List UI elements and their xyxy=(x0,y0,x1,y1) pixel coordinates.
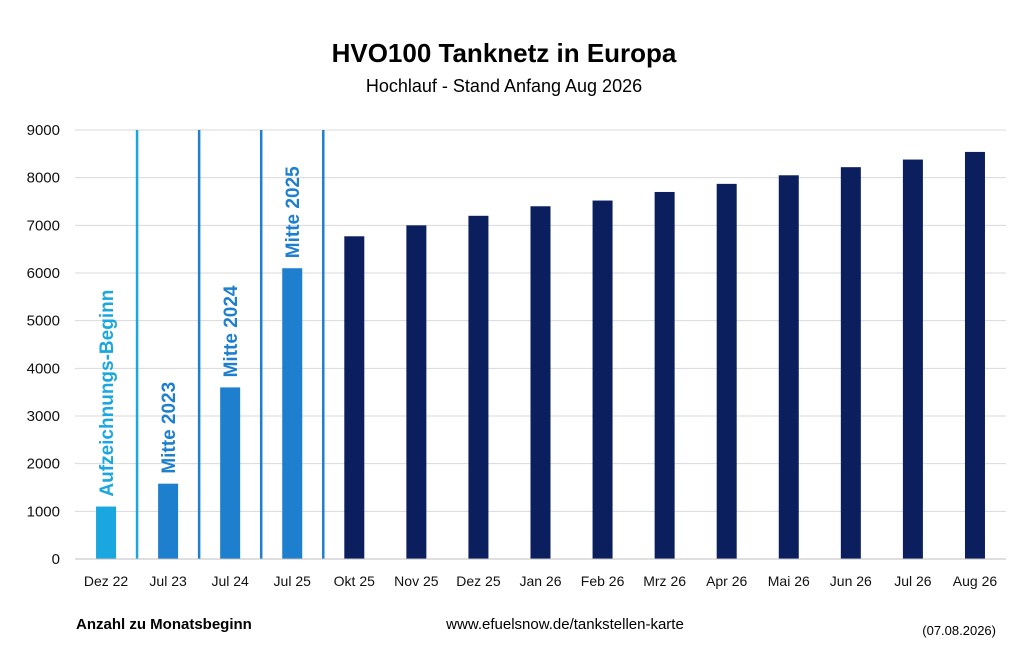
y-tick-label: 5000 xyxy=(27,313,60,330)
bar xyxy=(654,191,675,559)
bar xyxy=(778,175,799,560)
bar xyxy=(902,159,923,559)
period-separators xyxy=(135,130,325,559)
x-tick-label: Mai 26 xyxy=(768,573,810,589)
bar-annotation: Mitte 2024 xyxy=(221,285,242,377)
y-tick-label: 9000 xyxy=(27,122,60,139)
chart-subtitle: Hochlauf - Stand Anfang Aug 2026 xyxy=(366,76,642,96)
x-tick-label: Nov 25 xyxy=(394,573,439,589)
x-tick-label: Dez 22 xyxy=(84,573,129,589)
y-tick-label: 1000 xyxy=(27,503,60,520)
bar-annotations: Aufzeichnungs-Beginn Mitte 2023 Mitte 2024… xyxy=(97,166,304,497)
y-tick-label: 0 xyxy=(52,551,60,568)
x-tick-label: Jul 26 xyxy=(894,573,932,589)
x-tick-label: Jan 26 xyxy=(519,573,561,589)
x-tick-label: Jul 25 xyxy=(274,573,312,589)
x-tick-label: Okt 25 xyxy=(334,573,375,589)
x-tick-label: Apr 26 xyxy=(706,573,747,589)
y-tick-label: 4000 xyxy=(27,360,60,377)
y-axis-ticks: 0 1000 2000 3000 4000 5000 6000 7000 8000 9000 xyxy=(27,122,60,568)
bar xyxy=(716,183,737,559)
bar xyxy=(158,483,179,559)
y-tick-label: 3000 xyxy=(27,408,60,425)
bar xyxy=(406,225,427,560)
footer-note: Anzahl zu Monatsbeginn xyxy=(76,616,252,633)
x-tick-label: Jun 26 xyxy=(830,573,872,589)
bar xyxy=(96,506,117,559)
bar xyxy=(530,206,551,559)
footer-date: (07.08.2026) xyxy=(922,623,996,638)
x-axis-ticks: Dez 22 Jul 23 Jul 24 Jul 25 Okt 25 Nov 25 Dez … xyxy=(84,573,998,589)
bar xyxy=(840,167,861,559)
chart-title: HVO100 Tanknetz in Europa xyxy=(332,38,677,68)
bar-annotation: Mitte 2023 xyxy=(159,382,180,474)
bar xyxy=(468,215,489,560)
bar-annotation: Aufzeichnungs-Beginn xyxy=(97,290,118,497)
bar xyxy=(220,387,241,559)
y-tick-label: 6000 xyxy=(27,265,60,282)
bar-annotation: Mitte 2025 xyxy=(283,166,304,258)
x-tick-label: Dez 25 xyxy=(456,573,501,589)
bars xyxy=(96,151,985,560)
y-tick-label: 2000 xyxy=(27,456,60,473)
y-tick-label: 8000 xyxy=(27,170,60,187)
x-tick-label: Aug 26 xyxy=(953,573,998,589)
x-tick-label: Feb 26 xyxy=(581,573,625,589)
bar xyxy=(282,268,303,559)
x-tick-label: Mrz 26 xyxy=(643,573,686,589)
x-tick-label: Jul 24 xyxy=(211,573,249,589)
bar xyxy=(964,151,985,559)
y-tick-label: 7000 xyxy=(27,217,60,234)
footer-url: www.efuelsnow.de/tankstellen-karte xyxy=(445,616,684,633)
bar xyxy=(344,236,365,559)
x-tick-label: Jul 23 xyxy=(149,573,187,589)
bar xyxy=(592,200,613,559)
